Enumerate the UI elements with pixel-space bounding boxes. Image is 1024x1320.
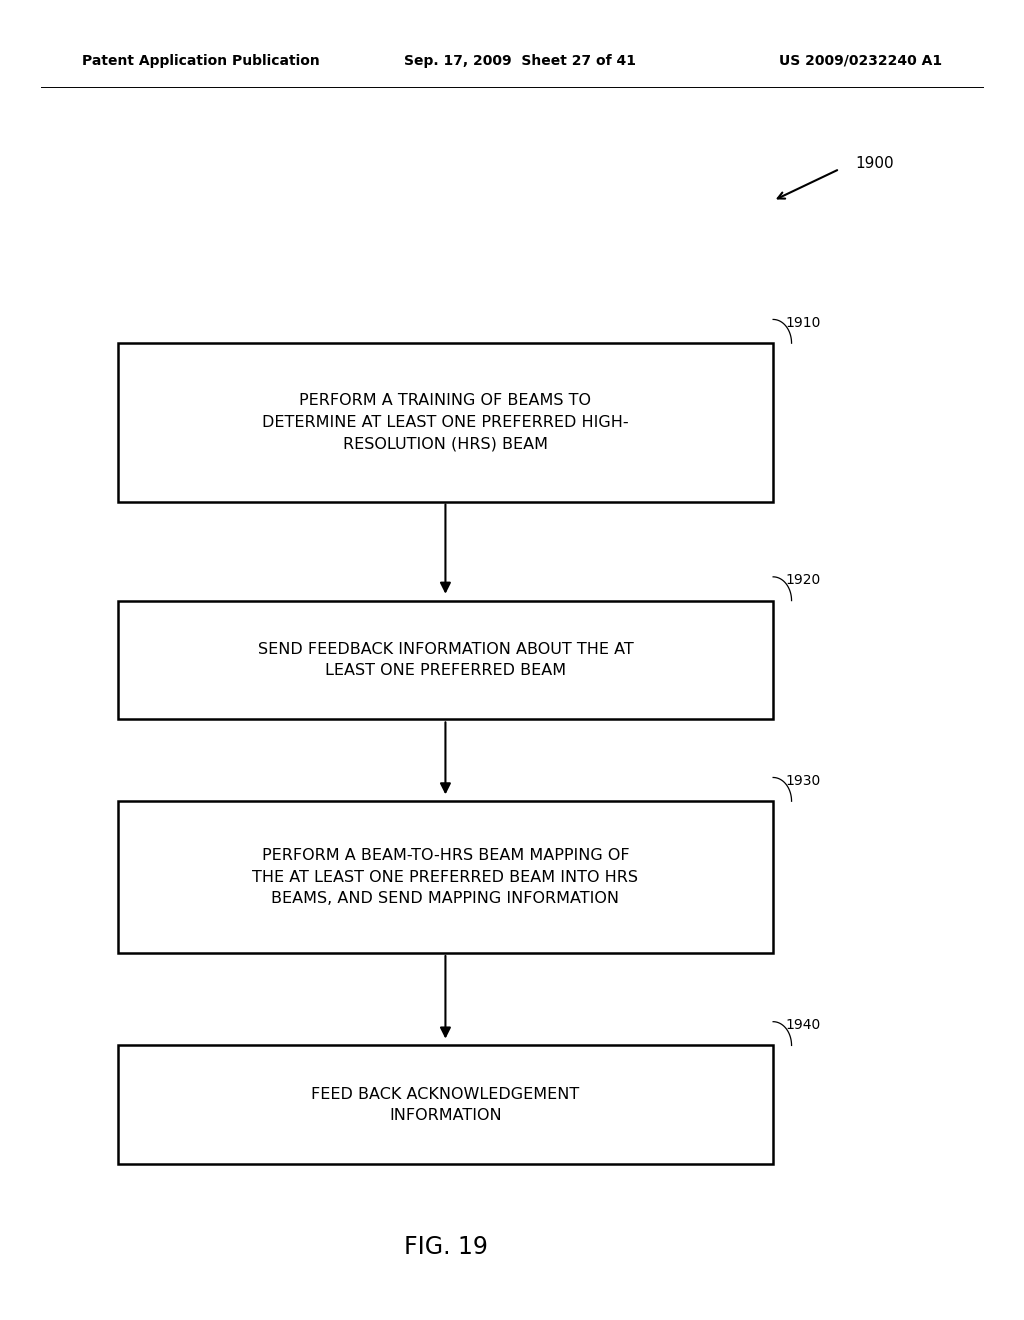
Text: FEED BACK ACKNOWLEDGEMENT
INFORMATION: FEED BACK ACKNOWLEDGEMENT INFORMATION	[311, 1086, 580, 1123]
Bar	[118, 1045, 773, 1164]
Text: Sep. 17, 2009  Sheet 27 of 41: Sep. 17, 2009 Sheet 27 of 41	[404, 54, 637, 67]
Bar	[118, 601, 773, 719]
Text: Patent Application Publication: Patent Application Publication	[82, 54, 319, 67]
Text: 1920: 1920	[785, 573, 820, 587]
Bar	[118, 343, 773, 502]
Text: PERFORM A BEAM-TO-HRS BEAM MAPPING OF
THE AT LEAST ONE PREFERRED BEAM INTO HRS
B: PERFORM A BEAM-TO-HRS BEAM MAPPING OF TH…	[253, 847, 638, 907]
Text: 1910: 1910	[785, 315, 821, 330]
Text: US 2009/0232240 A1: US 2009/0232240 A1	[779, 54, 942, 67]
Text: SEND FEEDBACK INFORMATION ABOUT THE AT
LEAST ONE PREFERRED BEAM: SEND FEEDBACK INFORMATION ABOUT THE AT L…	[258, 642, 633, 678]
Text: 1900: 1900	[855, 156, 894, 172]
Bar	[118, 801, 773, 953]
Text: 1940: 1940	[785, 1018, 820, 1032]
Text: 1930: 1930	[785, 774, 820, 788]
Text: PERFORM A TRAINING OF BEAMS TO
DETERMINE AT LEAST ONE PREFERRED HIGH-
RESOLUTION: PERFORM A TRAINING OF BEAMS TO DETERMINE…	[262, 393, 629, 451]
Text: FIG. 19: FIG. 19	[403, 1236, 487, 1259]
